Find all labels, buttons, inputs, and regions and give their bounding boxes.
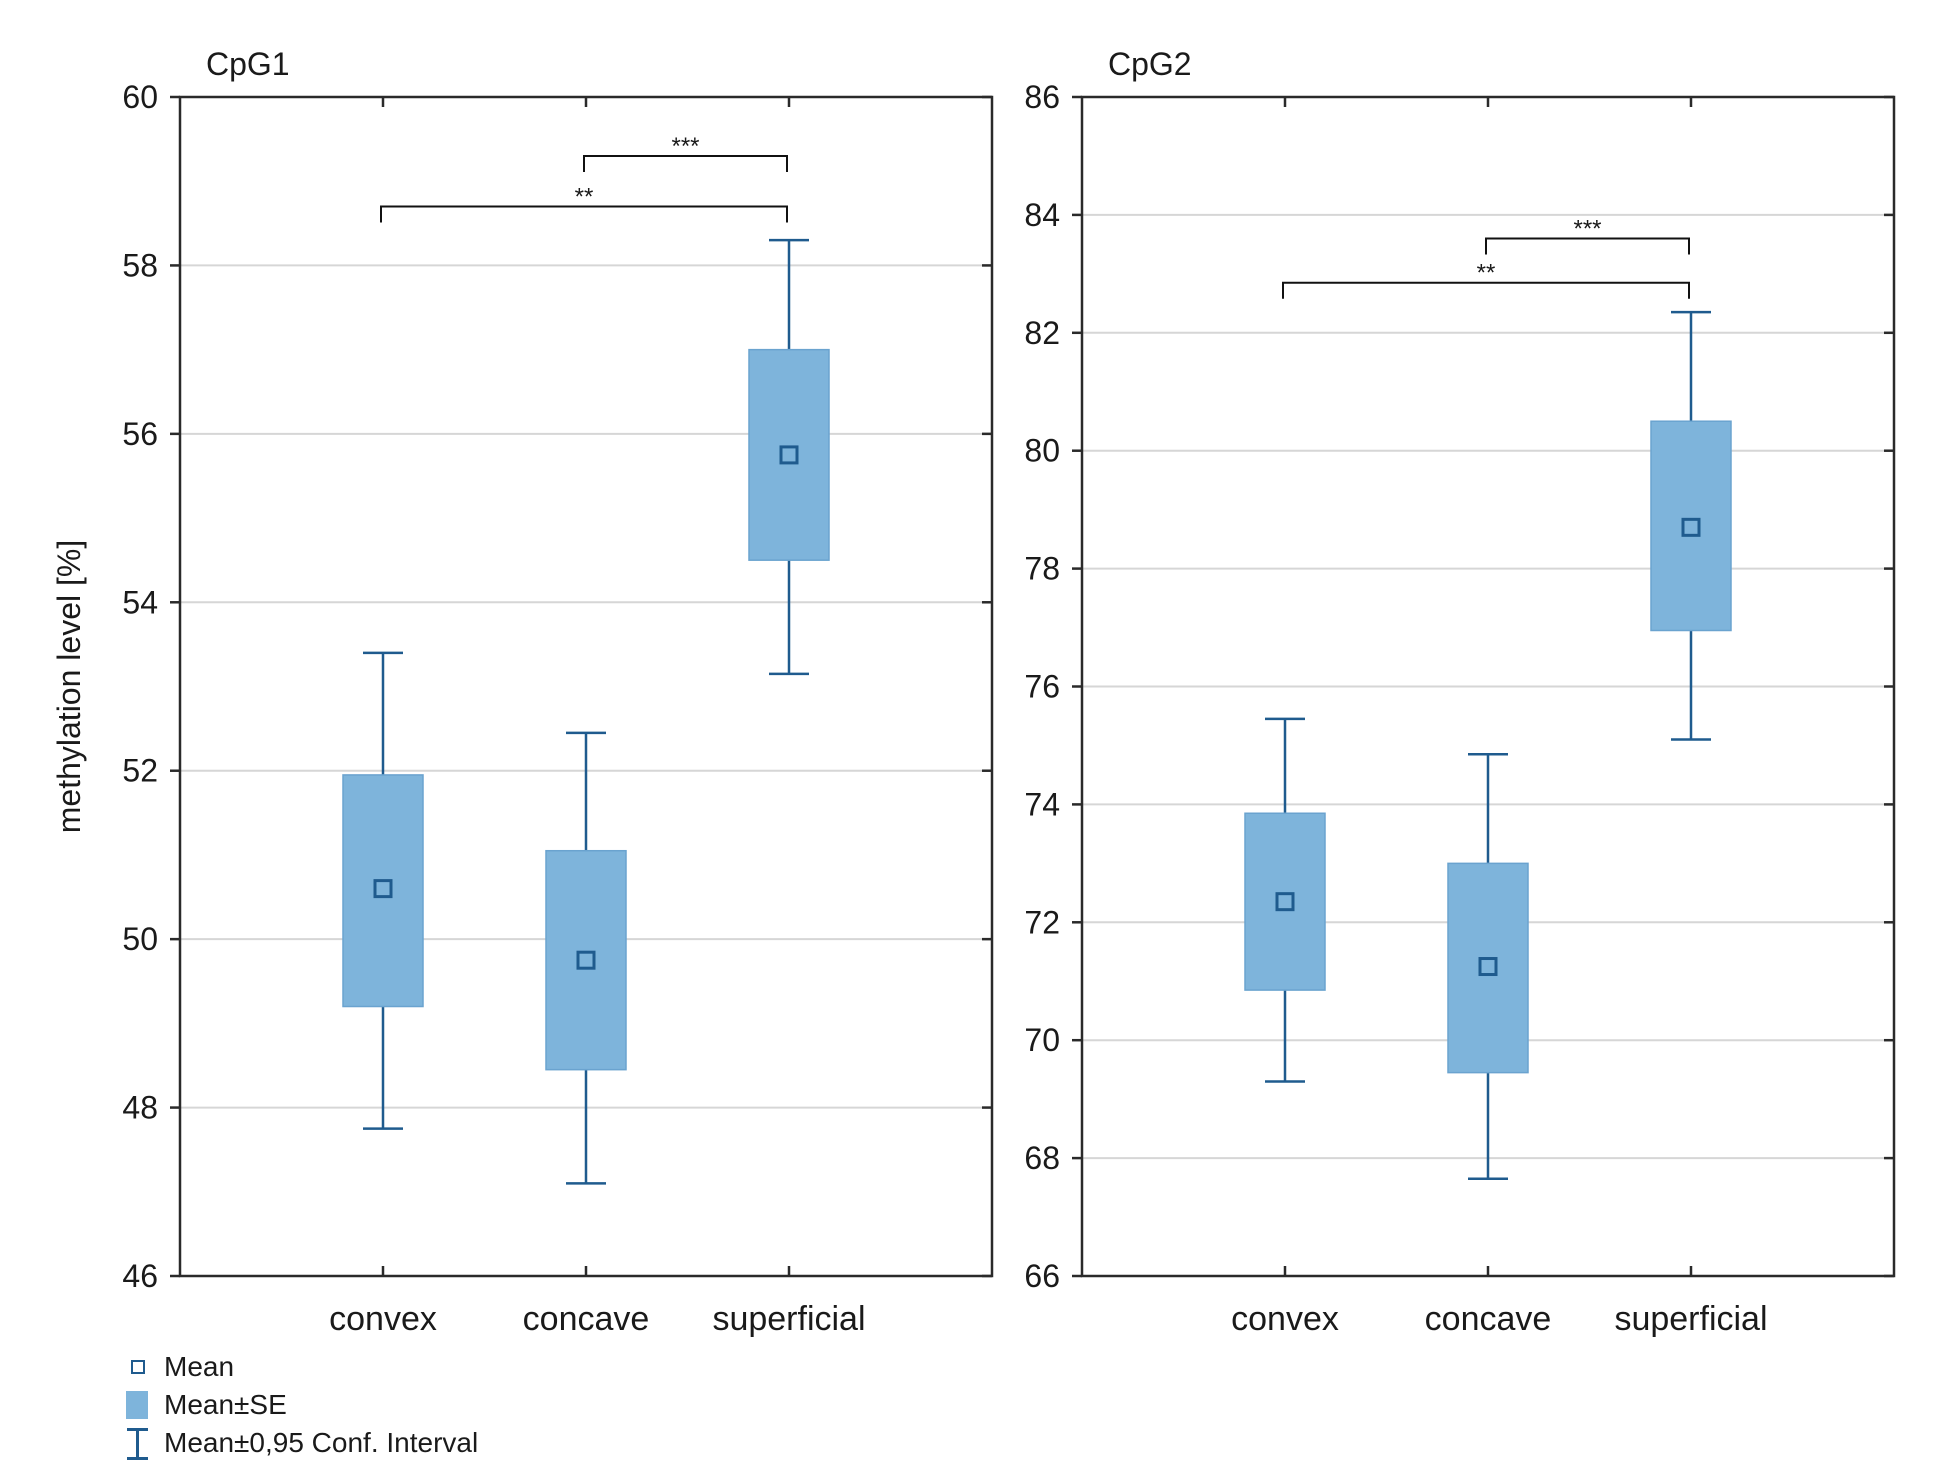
significance-bracket [1485,237,1690,255]
x-tick-label: concave [523,1300,650,1338]
y-tick-label: 68 [1024,1140,1060,1176]
mean-marker [373,879,393,899]
y-tick-label: 86 [1024,79,1060,115]
y-tick-label: 52 [122,753,158,789]
x-tick-label: superficial [712,1300,865,1338]
significance-label: *** [1573,215,1601,242]
chart-2: 66 68 70 72 74 76 78 80 82 84 86 CpG2 convex concave s… [1024,46,1896,1338]
legend-label-mean: Mean [164,1351,235,1382]
mean-marker [779,445,799,465]
y-tick-label: 84 [1024,197,1060,233]
x-tick-label: convex [1231,1300,1339,1338]
mean-marker-icon [124,1350,160,1384]
y-tick-label: 48 [122,1090,158,1126]
y-tick-label: 82 [1024,315,1060,351]
y-tick-label: 78 [1024,551,1060,587]
y-axis-label: methylation level [%] [51,540,87,833]
significance-bracket [380,205,788,223]
y-tick-label: 46 [122,1258,158,1294]
y-tick-label: 50 [122,921,158,957]
significance-label: ** [1477,260,1496,287]
x-tick-label: concave [1425,1300,1552,1338]
y-tick-label: 60 [122,79,158,115]
ci-whisker-icon [124,1426,160,1460]
legend-item-ci: Mean±0,95 Conf. Interval [124,1424,478,1462]
y-tick-label: 70 [1024,1022,1060,1058]
se-box-icon [124,1388,160,1422]
y-tick-label: 56 [122,416,158,452]
mean-marker [576,950,596,970]
legend-label-ci: Mean±0,95 Conf. Interval [164,1427,479,1458]
mean-marker [1681,517,1701,537]
y-tick-label: 58 [122,247,158,283]
y-tick-label: 72 [1024,904,1060,940]
x-tick-label: superficial [1614,1300,1767,1338]
legend-label-se: Mean±SE [164,1389,287,1420]
mean-marker [1275,892,1295,912]
significance-bracket [1282,281,1690,299]
y-tick-label: 66 [1024,1258,1060,1294]
chart-title: CpG1 [206,46,290,82]
chart-1: 46 48 50 52 54 56 58 60 CpG1 methylation level [%… [51,46,994,1338]
y-tick-label: 76 [1024,669,1060,705]
y-tick-label: 80 [1024,433,1060,469]
mean-marker [1478,957,1498,977]
x-tick-label: convex [329,1300,437,1338]
significance-label: *** [671,133,699,160]
y-tick-label: 74 [1024,786,1060,822]
significance-bracket [583,154,788,172]
chart-title: CpG2 [1108,46,1192,82]
legend: Mean Mean±SE Mean±0,95 Conf. Interval [124,1348,478,1462]
y-tick-label: 54 [122,584,158,620]
legend-item-mean: Mean [124,1348,478,1386]
significance-label: ** [575,183,594,210]
legend-item-se: Mean±SE [124,1386,478,1424]
